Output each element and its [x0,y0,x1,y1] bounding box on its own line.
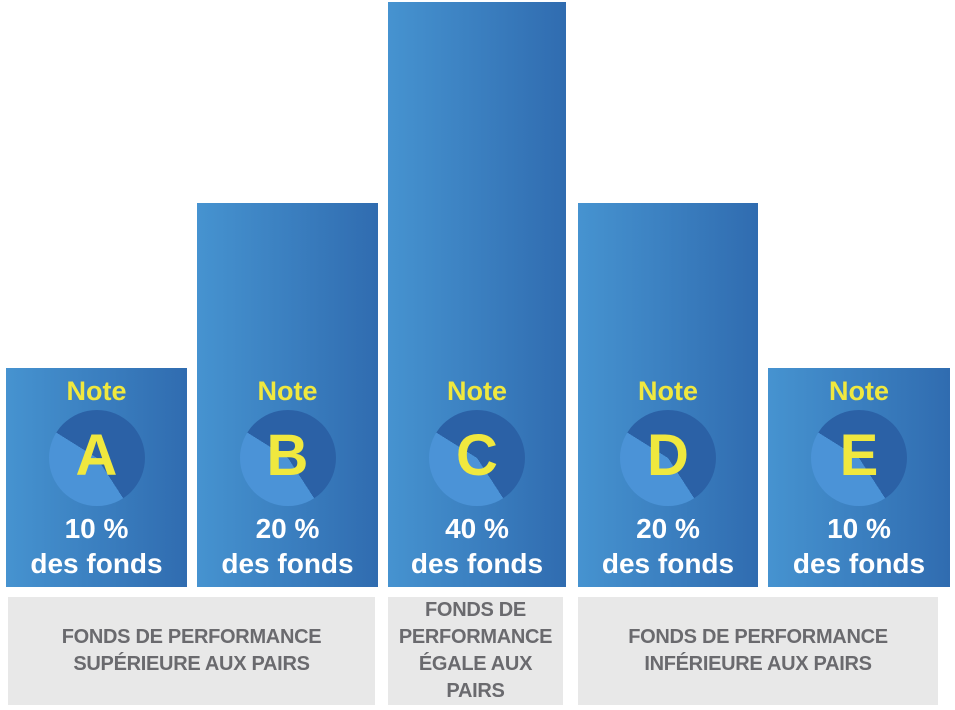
footer-group-line: SUPÉRIEURE AUX PAIRS [73,653,310,675]
bar-note-e: Note E 10 % des fonds [768,368,950,587]
percent-caption: des fonds [221,548,354,579]
percent-value: 10 % [827,513,891,544]
note-label: Note [257,376,318,406]
footer-group-line: FONDS DE PERFORMANCE [61,626,322,648]
footer-group-inferieure: FONDS DE PERFORMANCE INFÉRIEURE AUX PAIR… [578,597,938,705]
percent-value: 40 % [445,513,509,544]
footer-group-line: ÉGALE AUX PAIRS [418,653,533,702]
pie-chart-icon: C [429,410,525,506]
footer-group-line: INFÉRIEURE AUX PAIRS [644,653,872,675]
bar-note-b: Note B 20 % des fonds [197,203,378,587]
grade-letter: B [266,423,309,488]
percent-caption: des fonds [410,548,544,579]
grade-letter: D [647,423,689,488]
bar-note-c-content: Note C 40 % des fonds [388,368,566,587]
grade-letter: C [456,423,498,488]
note-label: Note [829,376,889,406]
footer-group-line: PERFORMANCE [398,626,553,648]
bar-note-b-content: Note B 20 % des fonds [197,368,378,587]
footer-group-egale: FONDS DE PERFORMANCE ÉGALE AUX PAIRS [388,597,563,705]
pie-chart-icon: A [48,410,145,506]
footer-group-line: FONDS DE [425,599,526,621]
footer-group-superieure: FONDS DE PERFORMANCE SUPÉRIEURE AUX PAIR… [8,597,375,705]
bar-note-d: Note D 20 % des fonds [578,203,758,587]
percent-caption: des fonds [601,548,735,579]
pie-chart-icon: D [620,410,716,506]
note-label: Note [447,376,507,406]
grade-letter: E [839,423,879,488]
pie-chart-icon: B [239,410,336,506]
percent-caption: des fonds [792,548,926,579]
bar-note-c: Note C 40 % des fonds [388,2,566,587]
note-label: Note [638,376,698,406]
bar-note-a: Note A 10 % des fonds [6,368,187,587]
note-label: Note [66,376,127,406]
percent-value: 10 % [64,513,129,544]
bar-note-a-content: Note A 10 % des fonds [6,368,187,587]
grade-letter: A [75,423,118,488]
percent-value: 20 % [636,513,700,544]
percent-caption: des fonds [30,548,163,579]
bar-note-d-content: Note D 20 % des fonds [578,368,758,587]
percent-value: 20 % [255,513,320,544]
footer-group-line: FONDS DE PERFORMANCE [628,626,888,648]
pie-chart-icon: E [811,410,907,506]
bar-note-e-content: Note E 10 % des fonds [768,368,950,587]
